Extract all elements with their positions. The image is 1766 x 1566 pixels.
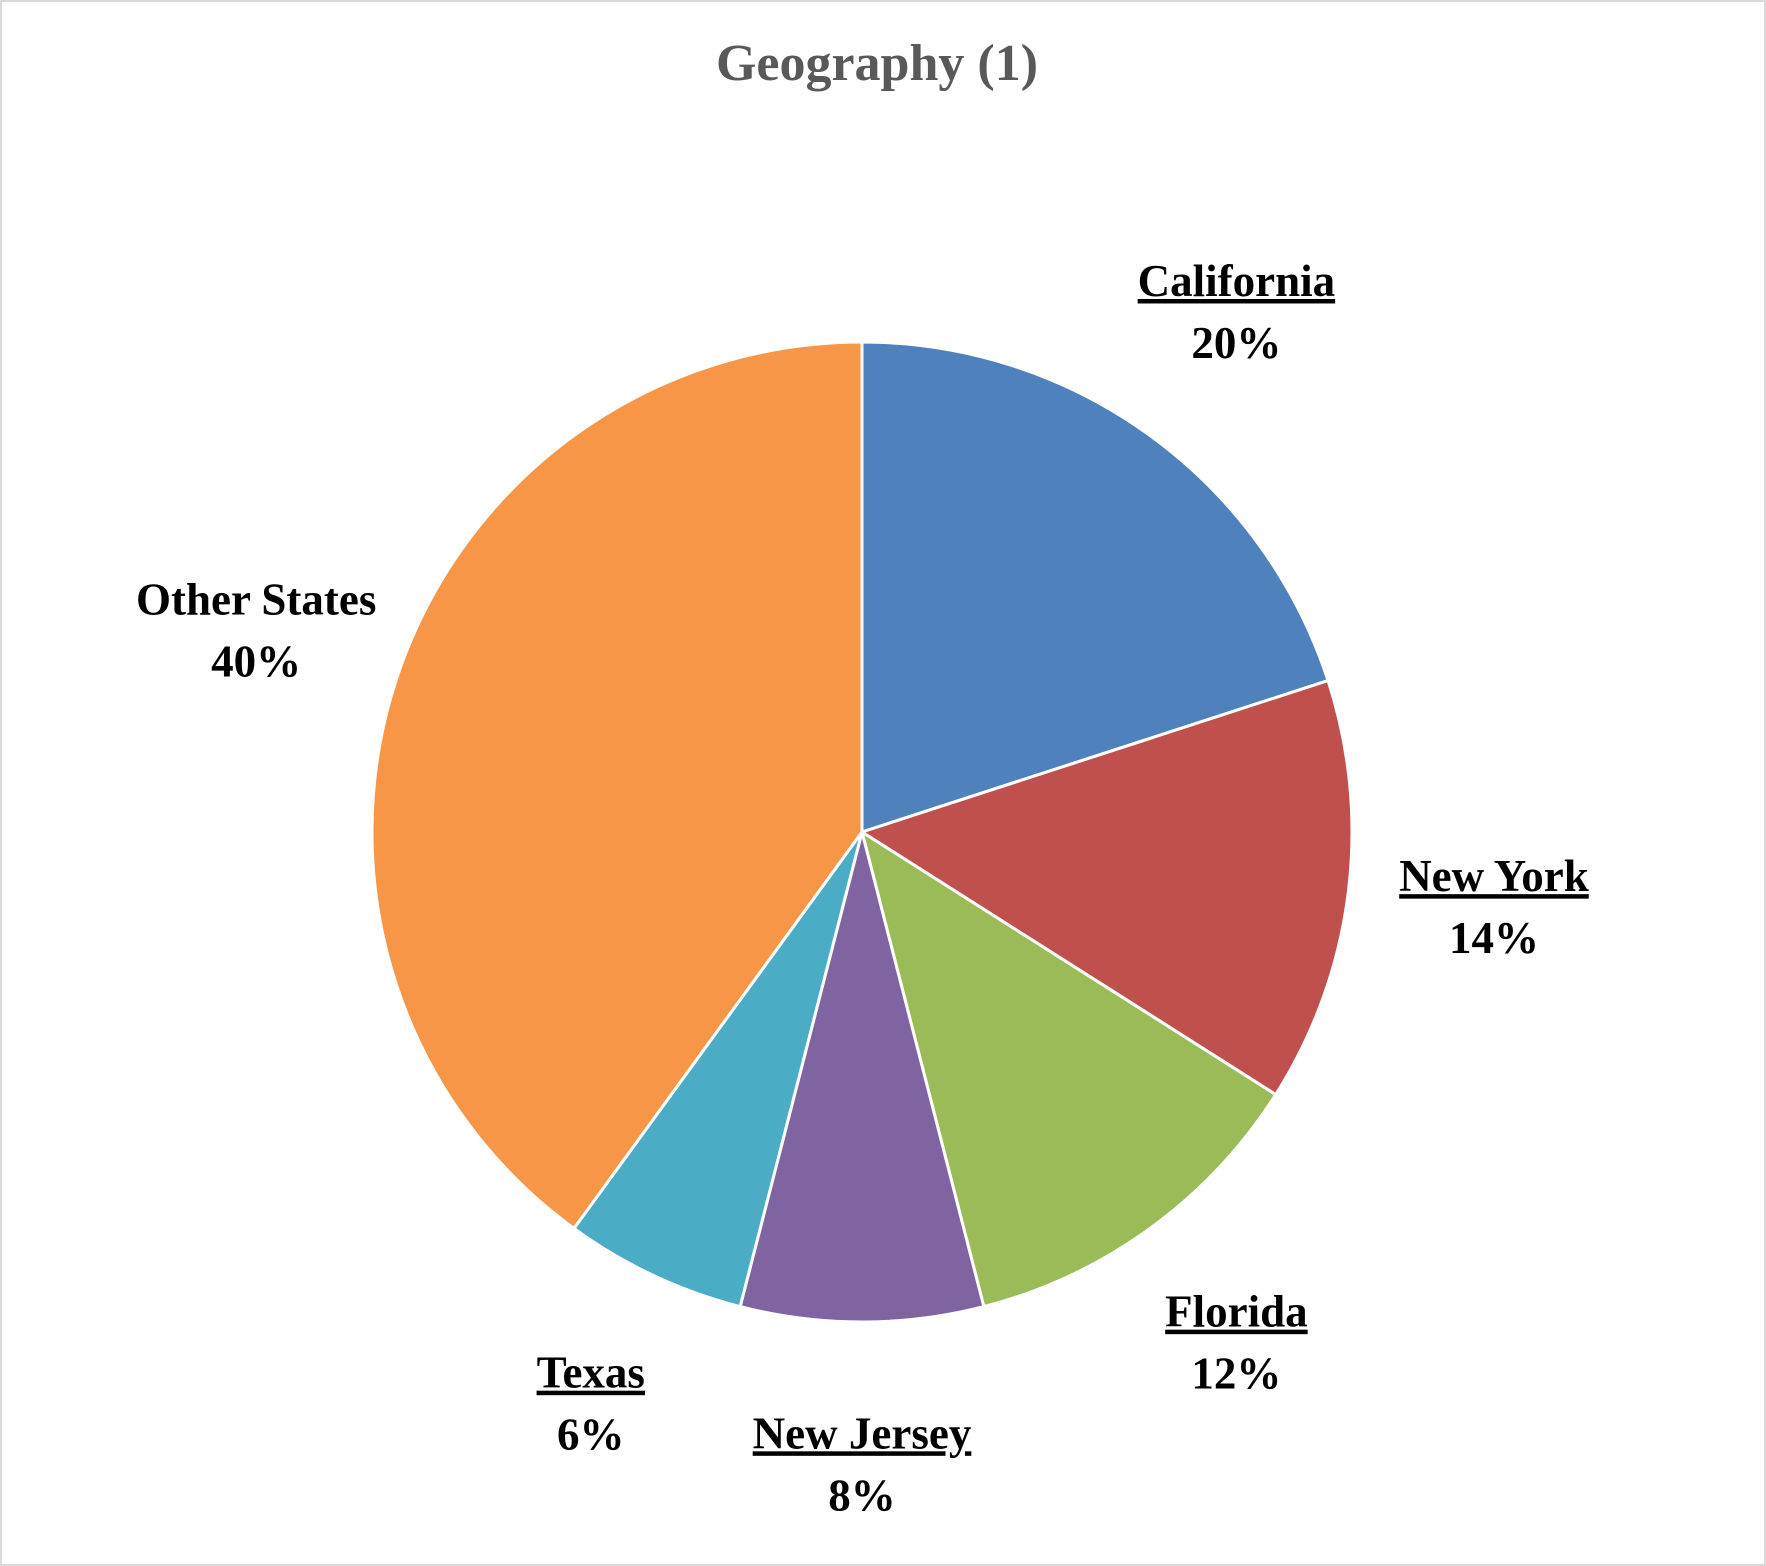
pie-slice [860, 830, 1278, 1309]
value-label: 6% [557, 1410, 625, 1460]
slice-label: New York [1399, 851, 1589, 901]
value-label: 40% [211, 636, 301, 686]
value-label: 12% [1191, 1349, 1281, 1399]
pie-slice [370, 340, 864, 1230]
slice-label: Florida [1165, 1287, 1308, 1337]
chart-title: Geography (1) [716, 35, 1038, 92]
slice-label: California [1138, 256, 1336, 306]
value-label: 20% [1191, 318, 1281, 368]
pie-slice [860, 679, 1354, 1097]
slice-label: Texas [537, 1348, 645, 1398]
slice-label: Other States [136, 574, 376, 624]
value-label: 8% [828, 1470, 896, 1520]
value-label: 14% [1449, 913, 1539, 963]
pie-slice [860, 340, 1330, 834]
slice-label: New Jersey [753, 1408, 972, 1458]
pie-slice [572, 830, 864, 1309]
pie-slice [738, 830, 986, 1324]
